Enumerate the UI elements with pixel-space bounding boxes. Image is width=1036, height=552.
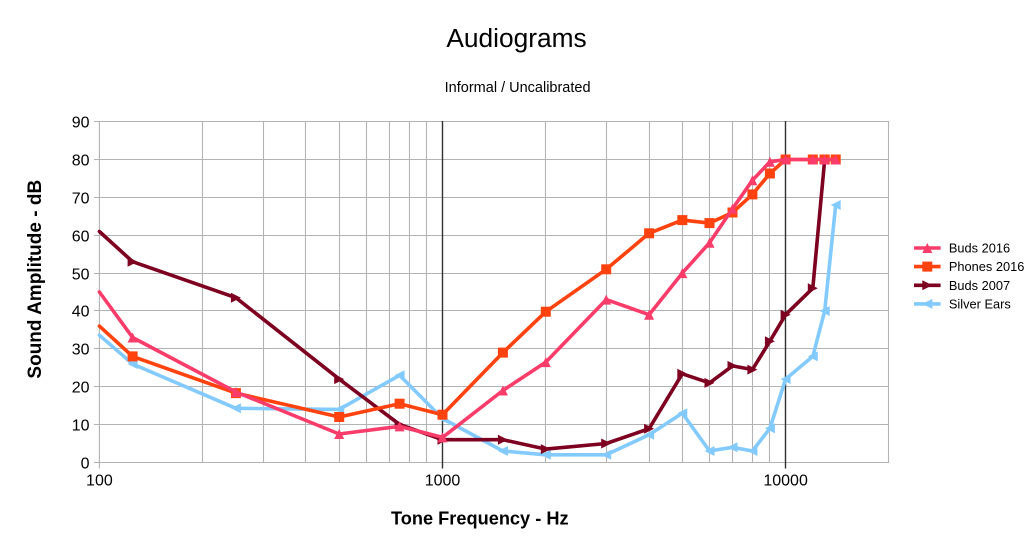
svg-text:40: 40	[72, 303, 90, 320]
svg-text:70: 70	[72, 190, 90, 207]
svg-text:30: 30	[72, 341, 90, 358]
svg-text:1000: 1000	[425, 472, 461, 489]
svg-text:Buds 2016: Buds 2016	[949, 241, 1010, 256]
svg-text:Informal / Uncalibrated: Informal / Uncalibrated	[445, 80, 591, 96]
svg-text:0: 0	[81, 455, 90, 472]
svg-text:Sound Amplitude - dB: Sound Amplitude - dB	[25, 180, 46, 379]
svg-text:10000: 10000	[763, 472, 808, 489]
svg-text:Phones 2016: Phones 2016	[949, 259, 1024, 274]
svg-text:60: 60	[72, 228, 90, 245]
svg-text:Buds 2007: Buds 2007	[949, 278, 1010, 293]
svg-text:90: 90	[72, 114, 90, 131]
svg-text:20: 20	[72, 379, 90, 396]
svg-text:Audiograms: Audiograms	[446, 23, 586, 53]
svg-text:50: 50	[72, 266, 90, 283]
svg-text:Silver Ears: Silver Ears	[949, 297, 1011, 312]
svg-text:80: 80	[72, 152, 90, 169]
svg-text:10: 10	[72, 417, 90, 434]
svg-text:100: 100	[86, 472, 113, 489]
svg-text:Tone Frequency - Hz: Tone Frequency - Hz	[391, 509, 569, 529]
